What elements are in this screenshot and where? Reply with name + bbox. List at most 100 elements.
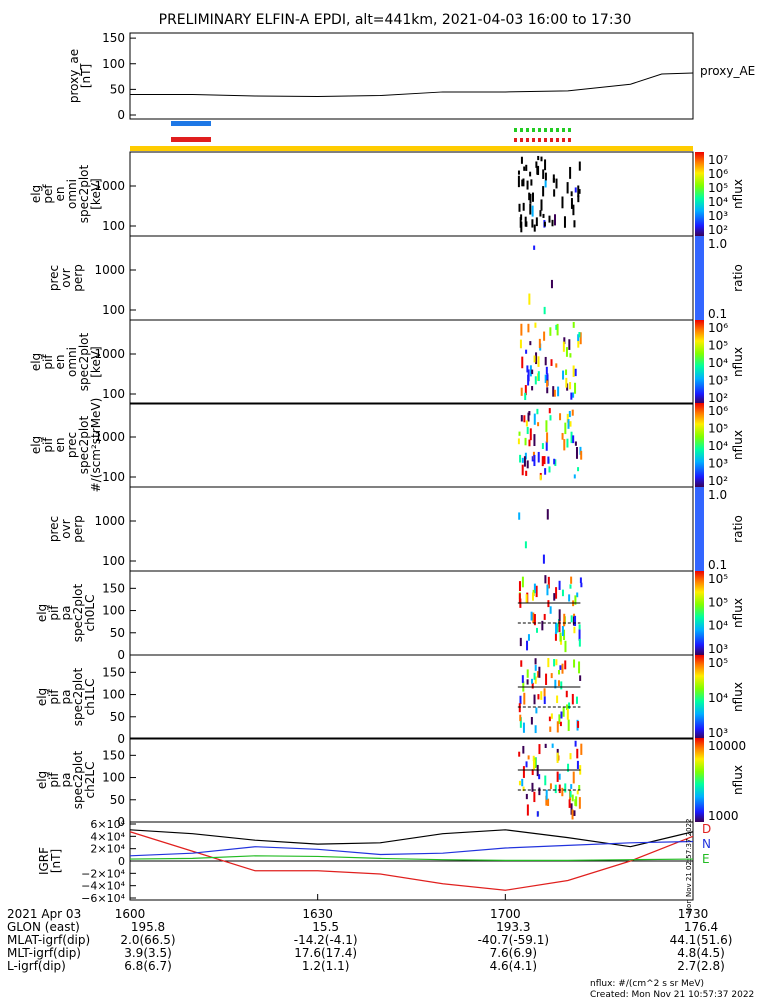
spectrogram-pixel	[579, 332, 582, 345]
ephem-value: 17.6(17.4)	[294, 946, 357, 960]
spectrogram-pixel	[536, 811, 539, 817]
spectrogram-pixel	[524, 216, 527, 227]
panel-colorbar-tick-label: 10³	[708, 374, 728, 388]
panel-ytick-label: 100	[102, 219, 125, 233]
spectrogram-pixel	[520, 660, 523, 667]
spectrogram-pixel	[525, 761, 528, 768]
spectrogram-pixel	[534, 676, 537, 684]
spectrogram-pixel	[560, 711, 563, 719]
spectrogram-pixel	[520, 221, 523, 233]
spectrogram-pixel	[525, 164, 528, 171]
ephem-value: 176.4	[684, 920, 718, 934]
panel-colorbar-tick-label: 10²	[708, 223, 728, 237]
spectrogram-pixel	[568, 339, 571, 350]
spectrogram-pixel	[526, 679, 529, 685]
spectrogram-pixel	[576, 592, 579, 598]
spectrogram-pixel	[522, 202, 525, 211]
panel-ylabel-line: omni	[65, 179, 79, 209]
panel-ylabel-line: prec	[47, 265, 61, 291]
spectrogram-pixel	[531, 456, 534, 462]
panel-ylabel-line: pif	[41, 354, 55, 370]
spectrogram-pixel	[543, 688, 546, 697]
spectrogram-pixel	[525, 594, 528, 603]
spectrogram-pixel	[518, 780, 521, 786]
spectrogram-pixel	[543, 696, 546, 705]
spectrogram-pixel	[556, 623, 559, 633]
spectrogram-pixel	[571, 809, 574, 820]
panel-colorbar-tick-label: 10⁴	[708, 195, 728, 209]
panel-colorbar-tick-label: 10⁴	[708, 619, 728, 633]
spectrogram-pixel	[574, 615, 577, 626]
ephem-value: 44.1(51.6)	[670, 933, 733, 947]
spectrogram-pixel	[536, 167, 539, 175]
igrf-legend-e: E	[702, 852, 710, 866]
x-tick-label: 1730	[678, 907, 709, 921]
panel-ylabel-line: ch0LC	[83, 595, 97, 632]
spectrogram-pixel	[574, 368, 577, 377]
spectrogram-pixel	[531, 782, 534, 792]
spectrogram-pixel	[520, 156, 523, 164]
spectrogram-pixel	[576, 790, 579, 795]
spectrogram-pixel	[534, 376, 537, 385]
spectrogram-pixel	[565, 377, 568, 388]
spectrogram-pixel	[572, 365, 575, 377]
panel-colorbar-tick-label: 10000	[708, 739, 746, 753]
spectrogram-pixel	[521, 675, 524, 683]
timestamp-stamp: Mon Nov 21 02:57:37 2022	[685, 819, 693, 914]
spectrogram-pixel	[526, 669, 529, 678]
spectrogram-pixel	[528, 411, 531, 416]
panel-ytick-label: 1000	[94, 514, 125, 528]
spectrogram-pixel	[580, 743, 583, 755]
panel-colorbar	[695, 403, 704, 487]
spectrogram-pixel	[524, 392, 527, 401]
spectrogram-pixel	[574, 441, 577, 446]
ephem-row-label: 2021 Apr 03	[7, 907, 81, 921]
igrf-e-line	[129, 855, 694, 861]
spectrogram-pixel	[553, 214, 556, 226]
igrf-ytick-label: −6×10⁴	[81, 892, 125, 905]
spectrogram-pixel	[531, 386, 534, 391]
spectrogram-pixel	[532, 759, 535, 770]
spectrogram-pixel	[533, 413, 536, 425]
spectrogram-pixel	[567, 419, 570, 429]
panel-colorbar-tick-label: 0.1	[708, 558, 727, 572]
panel-ytick-label: 150	[102, 665, 125, 679]
spectrogram-pixel	[521, 576, 524, 588]
spectrogram-pixel	[561, 625, 564, 637]
spectrogram-pixel	[548, 408, 551, 414]
spectrogram-pixel	[530, 179, 533, 186]
spectrogram-pixel	[543, 306, 546, 315]
panel-colorbar-tick-label: 10²	[708, 391, 728, 405]
spectrogram-pixel	[569, 382, 572, 390]
spectrogram-pixel	[527, 323, 530, 333]
igrf-legend-n: N	[702, 837, 711, 851]
spectrogram-pixel	[543, 331, 546, 341]
panel-ytick-label: 1000	[94, 179, 125, 193]
spectrogram-pixel	[558, 670, 561, 675]
proxy-ae-ytick-label: 150	[102, 31, 125, 45]
spectrogram-pixel	[574, 595, 577, 605]
spectrogram-pixel	[569, 421, 572, 427]
ephem-value: 15.5	[312, 920, 339, 934]
spectrogram-pixel	[553, 389, 556, 397]
spectrogram-pixel	[559, 413, 562, 421]
panel-ylabel-line: spec2plot	[71, 667, 85, 726]
panel-ytick-label: 0	[117, 732, 125, 746]
spectrogram-pixel	[544, 159, 547, 171]
spectrogram-pixel	[549, 606, 552, 614]
spectrogram-pixel	[564, 660, 567, 670]
panel-colorbar-tick-label: 10⁴	[708, 439, 728, 453]
panel-ylabel-line: elg	[35, 771, 49, 789]
spectrogram-pixel	[541, 620, 544, 631]
panel-colorbar-tick-label: 10⁵	[708, 656, 728, 670]
panel-pef-en-omni: 1000100elgpefenomnispec2plot[keV]10⁷10⁶1…	[29, 151, 745, 237]
ephem-value: -40.7(-59.1)	[478, 933, 549, 947]
spectrogram-pixel	[563, 629, 566, 641]
spectrogram-pixel	[531, 769, 534, 776]
spectrogram-pixel	[558, 714, 561, 725]
spectrogram-pixel	[568, 410, 571, 418]
panel-colorbar-tick-label: 1.0	[708, 237, 727, 251]
panel-colorbar-label: nflux	[731, 347, 745, 377]
spectrogram-pixel	[573, 810, 576, 816]
